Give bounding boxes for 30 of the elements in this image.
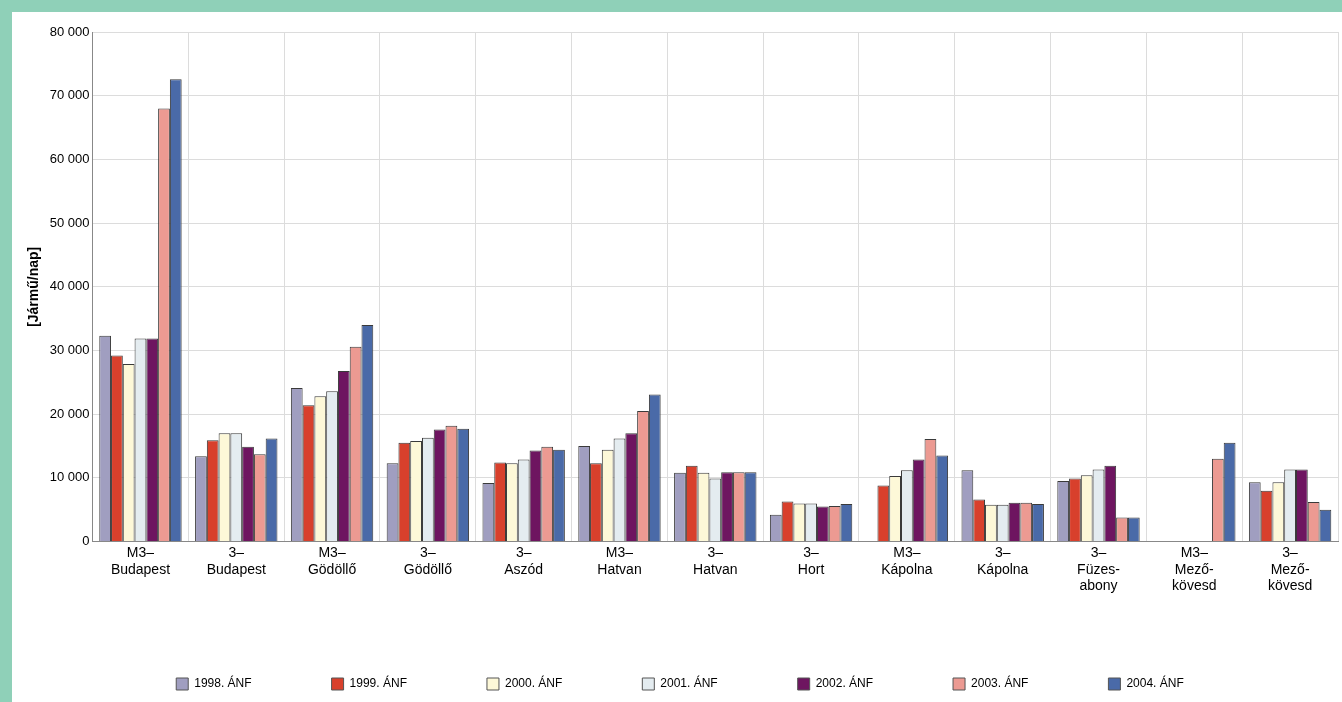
y-axis-title: [Jármű/nap]	[25, 246, 42, 327]
x-tick-label: 3– Aszód	[504, 543, 544, 577]
y-tick-label: 20 000	[49, 405, 90, 421]
x-tick-label: 3– Gödöllő	[403, 543, 453, 577]
x-tick-label: 3– Mező- kövesd	[1267, 543, 1313, 594]
legend-label: 1998. ÁNF	[194, 675, 252, 691]
legend-label: 2002. ÁNF	[815, 675, 874, 691]
x-tick-label: M3– Mező- kövesd	[1172, 543, 1217, 594]
y-tick-label: 30 000	[49, 342, 90, 358]
y-tick-label: 50 000	[49, 214, 90, 230]
y-tick-label: 10 000	[49, 469, 90, 485]
x-tick-label: M3– Hatvan	[597, 543, 642, 577]
x-tick-label: 3– Füzes- abony	[1077, 543, 1121, 594]
legend-label: 2004. ÁNF	[1126, 675, 1184, 691]
x-tick-label: M3– Budapest	[110, 543, 171, 577]
x-tick-label: 3– Hort	[797, 543, 825, 577]
y-tick-label: 60 000	[49, 150, 90, 166]
legend-label: 2000. ÁNF	[504, 675, 563, 691]
y-tick-label: 0	[82, 533, 90, 549]
x-tick-label: M3– Gödöllő	[307, 543, 357, 577]
y-tick-label: 70 000	[49, 87, 90, 103]
legend-label: 1999. ÁNF	[349, 675, 407, 691]
y-tick-label: 40 000	[49, 278, 90, 294]
x-tick-label: 3– Hatvan	[693, 543, 738, 577]
legend-label: 2001. ÁNF	[660, 675, 718, 691]
x-tick-label: M3– Kápolna	[881, 543, 933, 577]
x-tick-label: 3– Kápolna	[976, 543, 1029, 577]
x-tick-label: 3– Budapest	[206, 543, 266, 577]
legend-label: 2003. ÁNF	[971, 675, 1029, 691]
y-tick-label: 80 000	[49, 23, 90, 39]
